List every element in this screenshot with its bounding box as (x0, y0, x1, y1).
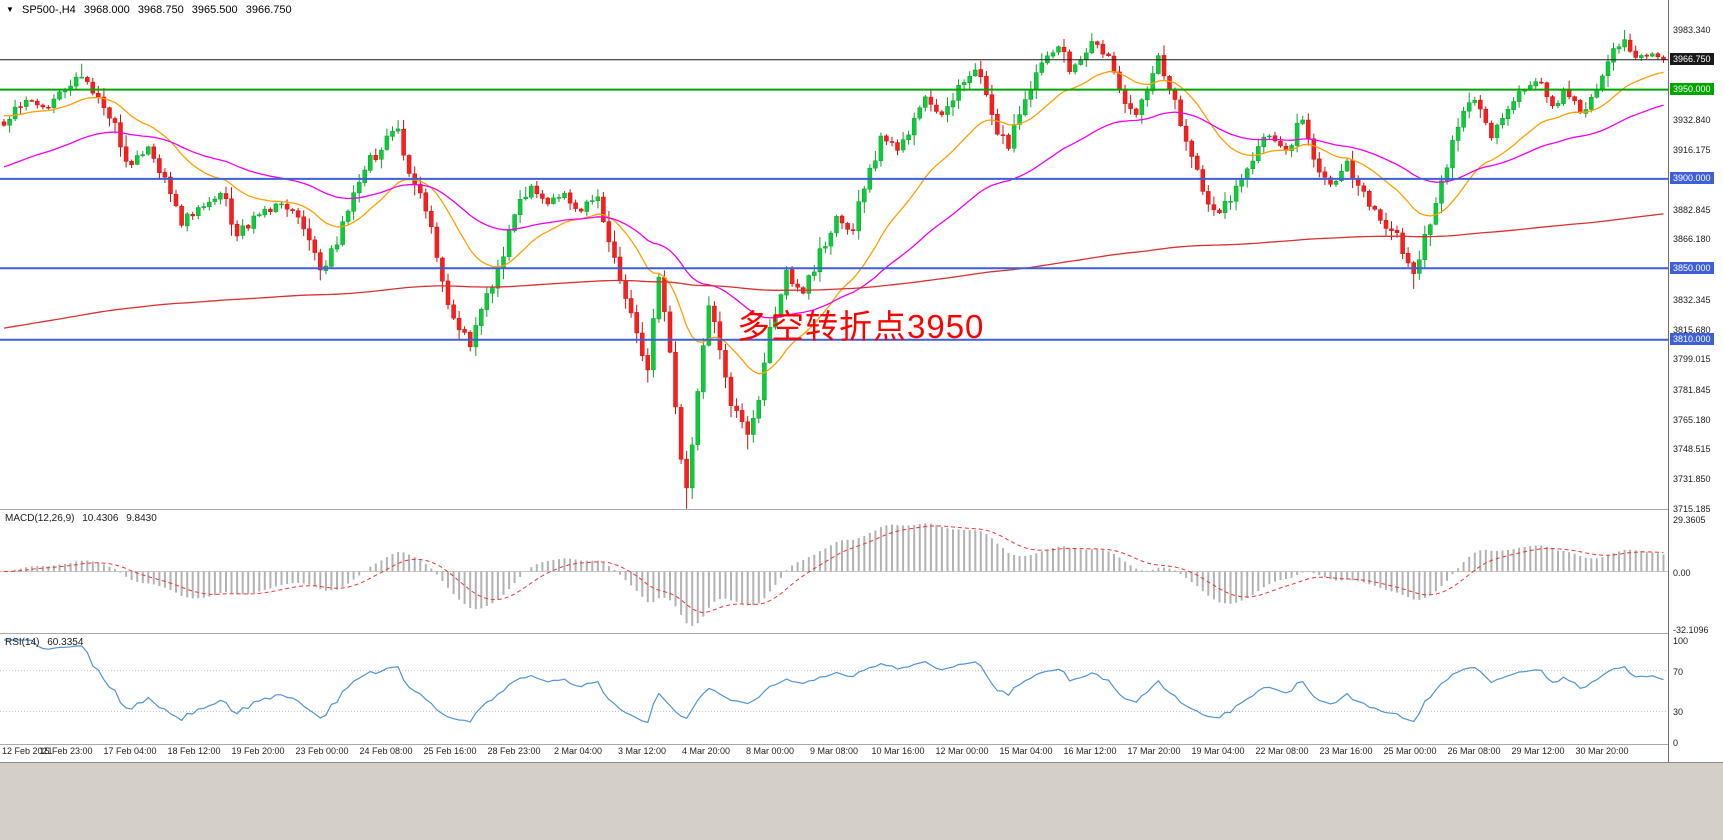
macd-panel[interactable] (0, 510, 1668, 633)
panel-separator[interactable] (0, 509, 1723, 510)
price-tick-label: 3866.180 (1673, 234, 1711, 244)
price-tick-label: 3748.515 (1673, 444, 1711, 454)
open-value: 3968.000 (83, 4, 130, 16)
time-label: 17 Feb 04:00 (103, 746, 157, 756)
scale-divider (1668, 0, 1669, 762)
macd-scale-label: 0.00 (1673, 568, 1691, 578)
rsi-name: RSI(14) (5, 637, 40, 648)
time-label: 22 Mar 08:00 (1255, 746, 1309, 756)
candles-layer (1, 30, 1666, 509)
price-tick-label: 3799.015 (1673, 354, 1711, 364)
time-label: 12 Mar 00:00 (935, 746, 989, 756)
time-label: 23 Feb 00:00 (295, 746, 349, 756)
rsi-scale-label: 100 (1673, 636, 1689, 646)
price-tick-label: 3932.840 (1673, 115, 1711, 125)
main-price-chart[interactable] (0, 0, 1668, 509)
time-label: 18 Feb 12:00 (167, 746, 221, 756)
time-label: 17 Mar 20:00 (1127, 746, 1181, 756)
price-tick-label: 3882.845 (1673, 205, 1711, 215)
ma-slow-line (3, 213, 1664, 329)
symbol-period-label: SP500-,H4 (21, 4, 76, 16)
rsi-line (4, 639, 1664, 724)
price-scale[interactable]: 3983.340 3932.840 3916.175 3882.845 3866.180… (1669, 0, 1723, 762)
time-label: 19 Mar 04:00 (1191, 746, 1245, 756)
price-tick-label: 3916.175 (1673, 145, 1711, 155)
price-tick-label: 3731.850 (1673, 474, 1711, 484)
time-label: 2 Mar 04:00 (553, 746, 603, 756)
horizontal-levels-layer (0, 59, 1668, 341)
time-label: 9 Mar 08:00 (809, 746, 859, 756)
price-badge-3900.000: 3900.000 (1670, 172, 1714, 184)
ma-mid-line (3, 104, 1664, 319)
macd-histogram (8, 523, 1665, 626)
time-label: 16 Mar 12:00 (1063, 746, 1117, 756)
price-badge-3810.000: 3810.000 (1670, 333, 1714, 345)
price-badge-3950.000: 3950.000 (1670, 83, 1714, 95)
time-label: 15 Mar 04:00 (999, 746, 1053, 756)
price-tick-label: 3832.345 (1673, 295, 1711, 305)
time-label: 4 Mar 20:00 (681, 746, 731, 756)
macd-name: MACD(12,26,9) (5, 513, 75, 524)
time-label: 25 Feb 16:00 (423, 746, 477, 756)
time-label: 25 Mar 00:00 (1383, 746, 1437, 756)
chart-shift-triangle-icon[interactable]: ▼ (6, 5, 14, 14)
rsi-value: 60.3354 (47, 637, 84, 648)
time-label: 15 Feb 23:00 (39, 746, 93, 756)
price-badge-3966.750: 3966.750 (1670, 53, 1714, 65)
bottom-strip (0, 762, 1723, 840)
macd-scale-label: 29.3605 (1673, 515, 1706, 525)
rsi-scale-label: 70 (1673, 667, 1684, 677)
macd-main-value: 10.4306 (82, 513, 119, 524)
time-label: 24 Feb 08:00 (359, 746, 413, 756)
price-tick-label: 3983.340 (1673, 25, 1711, 35)
ohlc-header: ▼ SP500-,H4 3968.000 3968.750 3965.500 3… (6, 4, 297, 16)
time-label: 10 Mar 16:00 (871, 746, 925, 756)
low-value: 3965.500 (191, 4, 238, 16)
time-label: 8 Mar 00:00 (745, 746, 795, 756)
macd-scale-label: -32.1096 (1673, 625, 1709, 635)
macd-label: MACD(12,26,9) 10.4306 9.8430 (5, 513, 162, 524)
price-tick-label: 3815.680 (1673, 325, 1711, 335)
annotation-text[interactable]: 多空转折点3950 (737, 308, 985, 345)
close-value: 3966.750 (245, 4, 292, 16)
time-label: 29 Mar 12:00 (1511, 746, 1565, 756)
rsi-scale-label: 0 (1673, 738, 1679, 748)
panel-separator[interactable] (0, 633, 1723, 634)
price-badge-3850.000: 3850.000 (1670, 262, 1714, 274)
time-label: 19 Feb 20:00 (231, 746, 285, 756)
time-label: 23 Mar 16:00 (1319, 746, 1373, 756)
price-tick-label: 3781.845 (1673, 385, 1711, 395)
rsi-scale-label: 30 (1673, 707, 1684, 717)
time-axis[interactable]: 12 Feb 2021 15 Feb 23:00 17 Feb 04:00 18 Fe… (0, 746, 1668, 760)
macd-signal-value: 9.8430 (126, 513, 157, 524)
time-label: 26 Mar 08:00 (1447, 746, 1501, 756)
price-tick-label: 3715.185 (1673, 504, 1711, 514)
ma-fast-line (3, 71, 1664, 375)
time-label: 3 Mar 12:00 (617, 746, 667, 756)
high-value: 3968.750 (137, 4, 184, 16)
rsi-panel[interactable] (0, 634, 1668, 744)
time-label: 30 Mar 20:00 (1575, 746, 1629, 756)
macd-signal-line (3, 525, 1664, 614)
rsi-label: RSI(14) 60.3354 (5, 637, 88, 648)
price-tick-label: 3765.180 (1673, 415, 1711, 425)
time-label: 28 Feb 23:00 (487, 746, 541, 756)
time-label: 12 Feb 2021 (2, 746, 53, 756)
panel-separator (0, 744, 1723, 745)
